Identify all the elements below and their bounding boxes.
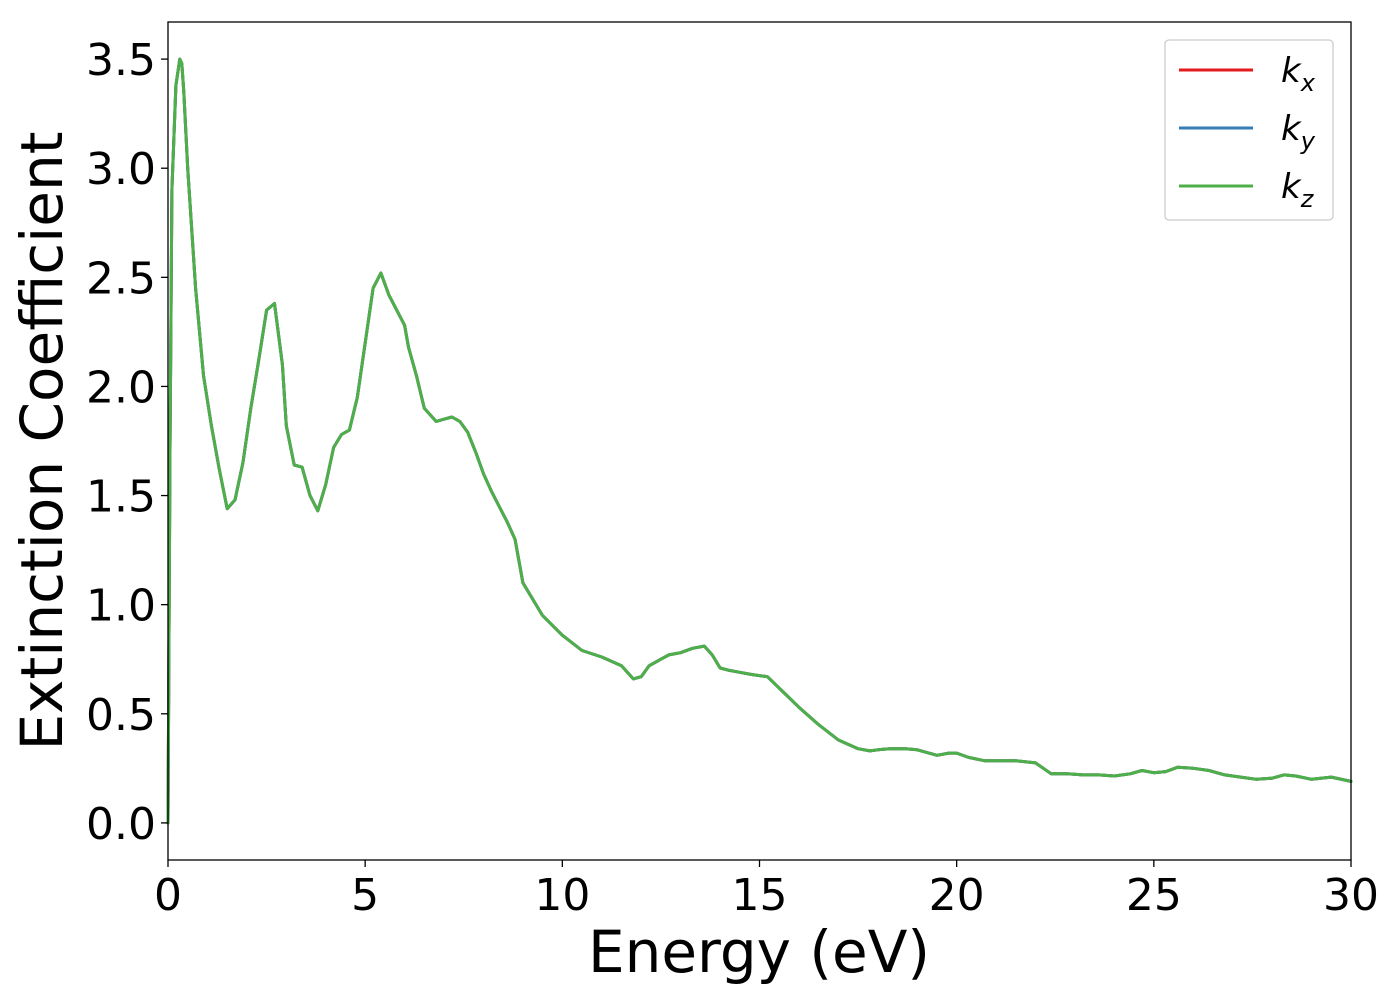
x-tick-label: 30 [1323,870,1379,921]
y-tick-label: 1.0 [86,581,156,632]
x-tick-label: 20 [929,870,985,921]
y-axis: 0.0 0.5 1.0 1.5 2.0 2.5 3.0 3.5 [86,35,168,850]
y-tick-label: 1.5 [86,472,156,523]
legend-box [1164,39,1334,221]
x-tick-label: 0 [154,870,182,921]
legend: kx ky kz [1164,39,1334,221]
y-tick-label: 2.0 [86,362,156,413]
x-tick-label: 10 [534,870,590,921]
x-axis-title: Energy (eV) [588,918,930,986]
y-tick-label: 3.5 [86,35,156,86]
y-tick-label: 0.0 [86,799,156,850]
y-tick-label: 3.0 [86,144,156,195]
y-tick-label: 2.5 [86,253,156,304]
x-axis: 0 5 10 15 20 25 30 [154,860,1379,921]
series-line-z [166,57,1353,825]
x-tick-label: 15 [732,870,788,921]
legend-label-y: ky [1281,109,1316,155]
plot-area [166,21,1353,861]
x-tick-label: 5 [351,870,379,921]
legend-label-z: kz [1281,167,1315,213]
y-tick-label: 0.5 [86,690,156,741]
y-axis-title: Extinction Coefficient [8,132,76,751]
x-tick-label: 25 [1126,870,1182,921]
legend-label-x: kx [1281,51,1316,97]
